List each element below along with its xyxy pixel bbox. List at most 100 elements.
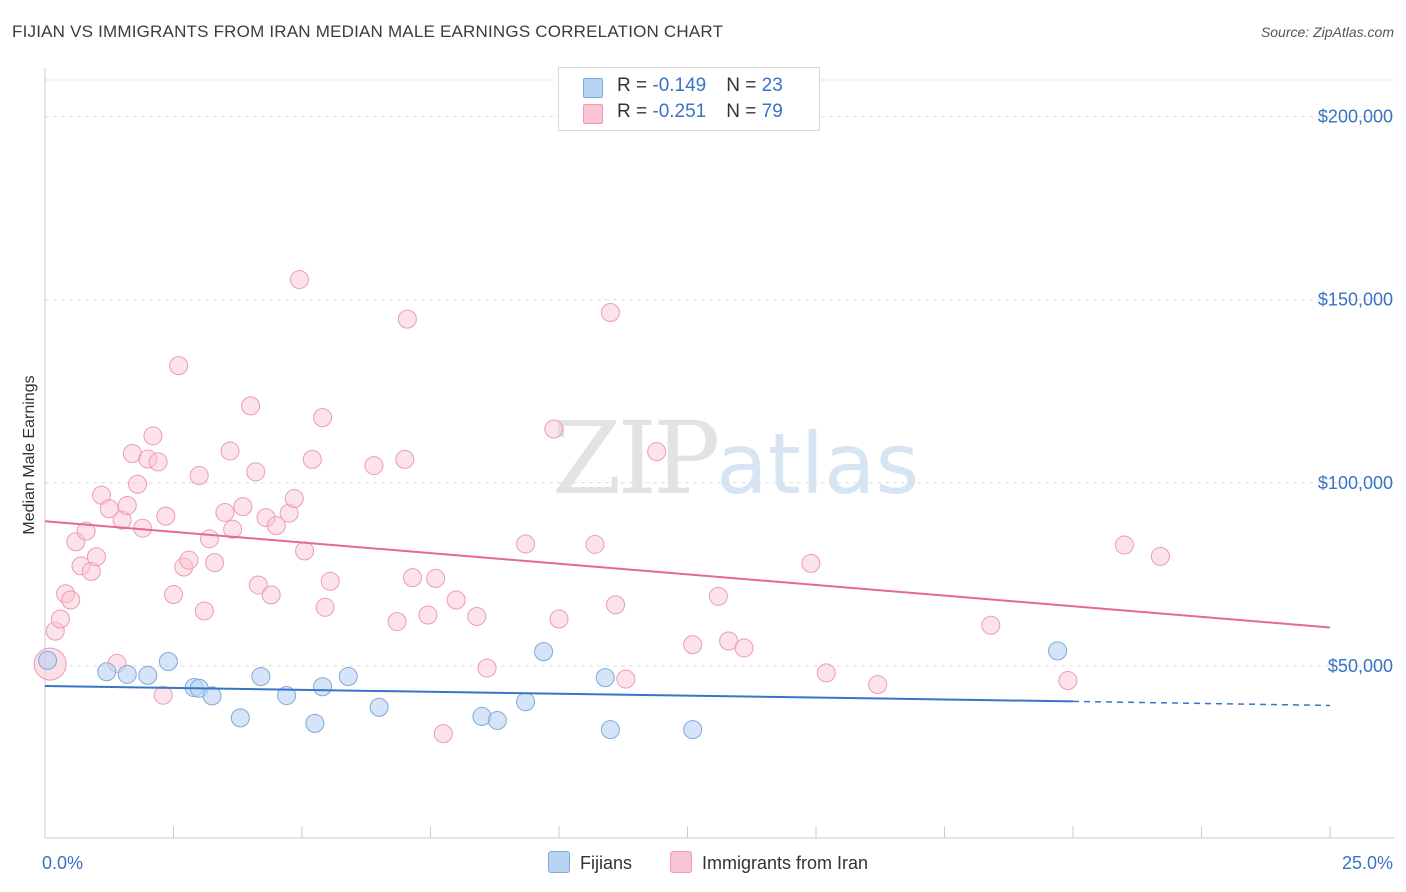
iran-point xyxy=(194,601,214,621)
iran-point xyxy=(61,590,81,610)
iran-point xyxy=(164,584,183,604)
iran-point xyxy=(549,609,569,629)
iran-point xyxy=(199,529,219,549)
iran-point xyxy=(313,408,333,428)
y-tick-label: $150,000 xyxy=(1318,290,1393,310)
iran-point xyxy=(1114,535,1134,555)
fijian-point xyxy=(230,708,250,728)
r-label: R = xyxy=(617,101,653,122)
fijian-trend-line xyxy=(44,685,1074,703)
iran-point xyxy=(179,550,199,570)
iran-point xyxy=(981,615,1001,635)
fijian-point xyxy=(600,720,620,740)
fijian-point xyxy=(595,668,615,688)
x-tick-label-start: 0.0% xyxy=(42,853,83,873)
legend-item-iran[interactable]: Immigrants from Iran xyxy=(670,851,868,874)
y-tick-label: $100,000 xyxy=(1318,473,1393,493)
iran-point xyxy=(295,541,315,561)
iran-point xyxy=(516,534,536,554)
n-label: N = xyxy=(726,101,762,122)
legend-fijians-label: Fijians xyxy=(580,853,633,873)
watermark: ZIPatlas xyxy=(552,400,919,517)
iran-point xyxy=(433,724,453,744)
iran-point xyxy=(477,658,497,678)
fijian-swatch xyxy=(583,78,603,98)
legend-iran-swatch xyxy=(670,851,692,873)
r-value-iran: -0.251 xyxy=(652,101,707,122)
iran-point xyxy=(1150,546,1170,566)
iran-point xyxy=(446,590,466,610)
iran-point xyxy=(403,568,423,588)
chart-title: FIJIAN VS IMMIGRANTS FROM IRAN MEDIAN MA… xyxy=(12,22,724,41)
iran-point xyxy=(395,449,415,469)
iran-point xyxy=(801,553,821,573)
n-label: N = xyxy=(726,75,762,96)
y-tick-label: $200,000 xyxy=(1318,107,1393,127)
iran-point xyxy=(50,609,70,629)
iran-point xyxy=(315,597,335,617)
legend-iran-label: Immigrants from Iran xyxy=(702,853,869,873)
iran-point xyxy=(86,547,106,567)
iran-point xyxy=(99,499,119,519)
source-label: Source: ZipAtlas.com xyxy=(1260,24,1394,40)
iran-point xyxy=(302,449,322,469)
n-value-fijians: 23 xyxy=(761,75,783,96)
fijian-point xyxy=(338,667,358,687)
iran-point xyxy=(426,568,446,588)
fijian-point xyxy=(158,651,178,671)
fijian-point xyxy=(138,665,158,685)
iran-point xyxy=(248,575,268,595)
fijian-point xyxy=(1048,641,1068,661)
fijian-point xyxy=(313,677,333,697)
iran-point xyxy=(241,396,261,416)
iran-point xyxy=(246,462,266,482)
iran-point xyxy=(320,571,340,591)
fijian-point xyxy=(305,713,325,733)
iran-point xyxy=(169,356,189,376)
fijian-point xyxy=(487,710,507,730)
iran-point xyxy=(364,456,384,476)
iran-point xyxy=(585,534,605,554)
iran-point xyxy=(418,605,438,625)
iran-point xyxy=(387,612,407,632)
stats-text-fijians: R = -0.149 N = 23 xyxy=(617,75,783,97)
x-tick-label-end: 25.0% xyxy=(1342,853,1393,873)
iran-point xyxy=(128,474,148,494)
iran-point xyxy=(683,635,703,655)
iran-point xyxy=(708,586,728,606)
iran-point xyxy=(606,595,626,615)
x-tick-labels: 0.0% 25.0% xyxy=(42,853,1393,873)
fijian-point xyxy=(202,686,222,706)
watermark-zip: ZIP xyxy=(552,400,720,517)
legend: Fijians Immigrants from Iran xyxy=(0,851,1406,879)
iran-point xyxy=(868,675,888,695)
legend-fijian-swatch xyxy=(548,851,570,873)
iran-trend-line xyxy=(44,520,1331,629)
iran-point xyxy=(467,606,487,626)
fijian-point xyxy=(516,692,536,712)
stats-text-iran: R = -0.251 N = 79 xyxy=(617,101,783,123)
r-label: R = xyxy=(617,75,653,96)
trend-lines xyxy=(44,520,1331,707)
watermark-atlas: atlas xyxy=(716,415,920,513)
axes xyxy=(44,68,1395,839)
n-value-iran: 79 xyxy=(761,101,783,122)
r-value-fijians: -0.149 xyxy=(652,75,707,96)
iran-point xyxy=(76,521,96,541)
stats-box: R = -0.149 N = 23 R = -0.251 N = 79 xyxy=(558,67,820,131)
iran-point xyxy=(266,516,286,536)
iran-point xyxy=(647,442,667,462)
iran-point xyxy=(544,419,564,439)
iran-swatch xyxy=(583,104,603,124)
iran-point xyxy=(816,663,836,683)
legend-item-fijians[interactable]: Fijians xyxy=(548,851,632,874)
fijian-point xyxy=(683,720,703,740)
iran-point xyxy=(143,426,163,446)
iran-point xyxy=(233,497,253,517)
fijian-trend-extension xyxy=(1072,700,1331,707)
iran-point xyxy=(148,452,168,472)
fijian-point xyxy=(369,697,389,717)
fijian-point xyxy=(534,642,554,662)
iran-point xyxy=(289,270,309,290)
